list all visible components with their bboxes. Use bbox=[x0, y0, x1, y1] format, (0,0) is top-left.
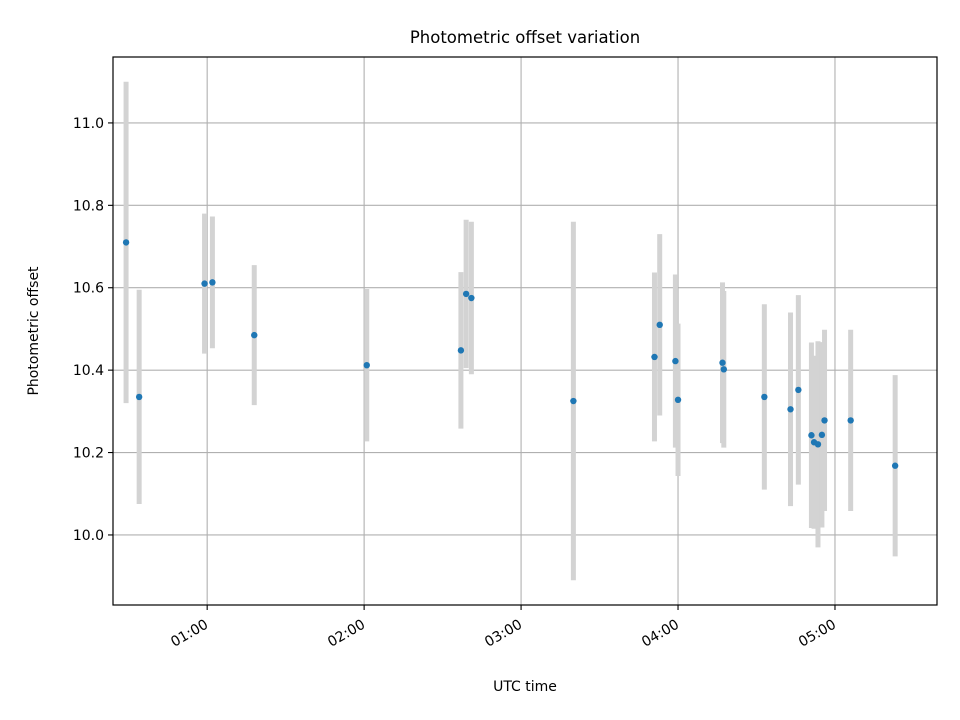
y-tick-label: 10.0 bbox=[73, 528, 104, 544]
data-point bbox=[720, 366, 728, 373]
data-point bbox=[818, 431, 826, 439]
y-tick-label: 10.8 bbox=[73, 198, 104, 214]
data-point bbox=[201, 280, 208, 287]
y-tick-label: 10.4 bbox=[73, 363, 104, 379]
data-point bbox=[847, 417, 854, 424]
data-point bbox=[462, 290, 470, 298]
y-axis: 10.0 10.2 10.4 10.6 10.8 11.0 bbox=[73, 116, 113, 544]
data-point bbox=[891, 462, 899, 469]
chart-title: Photometric offset variation bbox=[410, 28, 640, 47]
data-point bbox=[651, 353, 658, 361]
data-point bbox=[795, 386, 802, 394]
data-point bbox=[761, 393, 768, 401]
data-point bbox=[808, 432, 815, 439]
data-point bbox=[719, 359, 726, 366]
data-point bbox=[674, 396, 682, 404]
data-points bbox=[122, 239, 899, 469]
data-point bbox=[122, 239, 130, 246]
data-point bbox=[209, 279, 216, 286]
data-point bbox=[672, 357, 679, 365]
data-point bbox=[814, 441, 822, 448]
data-point bbox=[787, 406, 794, 413]
x-axis-label: UTC time bbox=[493, 679, 557, 695]
plot-frame bbox=[112, 56, 938, 606]
data-point bbox=[656, 321, 663, 329]
data-point bbox=[251, 331, 258, 339]
y-tick-label: 11.0 bbox=[73, 116, 104, 132]
data-point bbox=[570, 397, 577, 405]
y-tick-label: 10.6 bbox=[73, 281, 104, 297]
y-tick-label: 10.2 bbox=[73, 446, 104, 462]
data-point bbox=[457, 347, 465, 354]
data-point bbox=[468, 294, 475, 302]
y-axis-label: Photometric offset bbox=[26, 266, 42, 396]
data-point bbox=[135, 393, 143, 401]
data-point bbox=[821, 417, 828, 424]
data-point bbox=[363, 361, 370, 369]
grid bbox=[113, 57, 937, 605]
